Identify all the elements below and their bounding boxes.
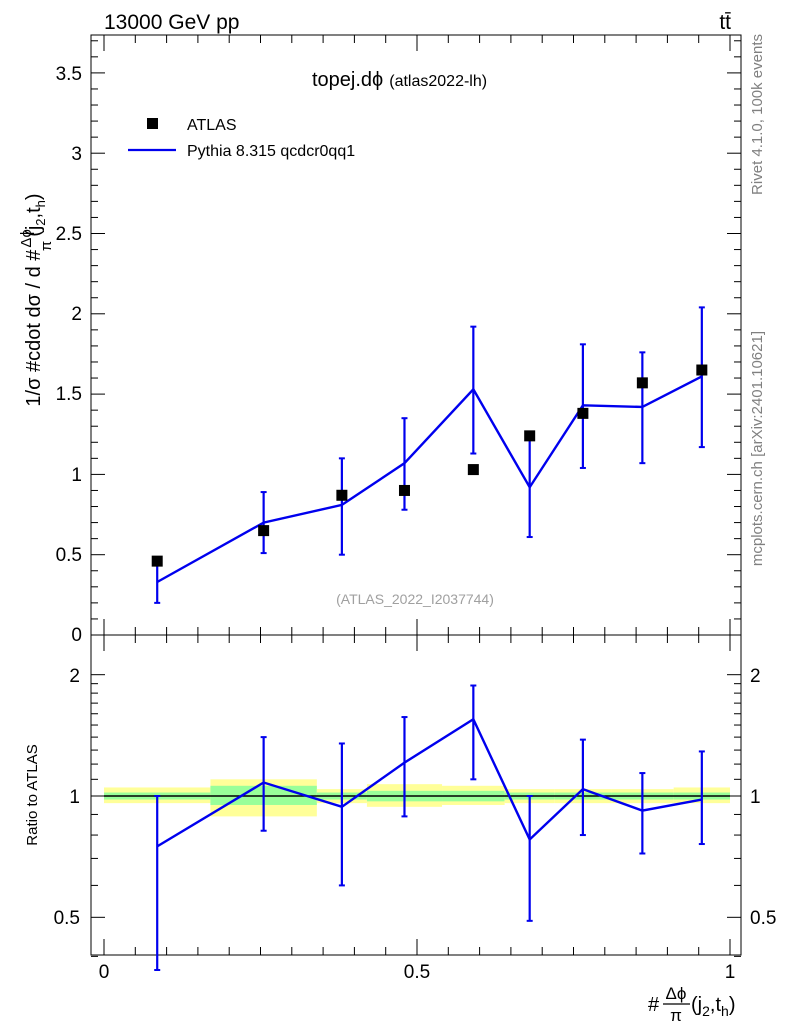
ratio-y-tick-label: 1 xyxy=(69,787,80,808)
y-tick-label: 2 xyxy=(71,304,82,325)
ratio-panel-frame xyxy=(90,634,742,956)
ratio-y-tick-labels: 0.5 1 2 0.5 1 2 xyxy=(54,666,777,929)
xlabel-sub1: 2 xyxy=(702,1003,710,1019)
xlabel-mid: ,t xyxy=(710,994,722,1016)
y-tick-label: 0 xyxy=(71,625,82,646)
data-point xyxy=(336,489,348,501)
ylabel-sub2: h xyxy=(33,200,48,207)
data-point xyxy=(577,407,589,419)
xlabel-sub2: h xyxy=(721,1003,729,1019)
ratio-mc-series xyxy=(154,684,705,972)
y-tick-label: 2.5 xyxy=(56,224,82,245)
xlabel-frac-den: π xyxy=(670,1006,682,1024)
x-axis-label: # Δϕ π (j2,th) xyxy=(648,984,736,1024)
x-tick-label: 0.5 xyxy=(404,962,430,983)
x-tick-labels: 0 0.5 1 xyxy=(99,962,736,983)
mc-line xyxy=(156,375,703,584)
legend-data-label: ATLAS xyxy=(187,117,237,134)
data-point xyxy=(398,484,410,496)
main-mc-series xyxy=(154,306,705,604)
y-tick-label: 0.5 xyxy=(56,545,82,566)
data-point xyxy=(151,555,163,567)
ratio-y-tick-label-right: 1 xyxy=(750,787,761,808)
data-point xyxy=(524,430,536,442)
ylabel-mid: ,t xyxy=(23,207,45,219)
xlabel-frac-num: Δϕ xyxy=(666,984,687,1003)
legend-mc-label: Pythia 8.315 qcdcr0qq1 xyxy=(187,143,355,160)
ylabel-frac-num: Δϕ xyxy=(18,229,35,247)
x-axis xyxy=(103,35,731,955)
svg-text:topej.dϕ(atlas2022-lh): topej.dϕ (atlas2022-lh) xyxy=(312,69,487,91)
main-y-axis xyxy=(91,40,741,636)
x-tick-label: 0 xyxy=(99,962,110,983)
main-y-axis-label: 1/σ #cdot dσ / d # Δϕ π (j2,th) xyxy=(18,193,55,406)
mcplots-source-label: mcplots.cern.ch [arXiv:2401.10621] xyxy=(749,331,766,566)
ratio-uncertainty-bands xyxy=(104,779,730,817)
x-tick-label: 1 xyxy=(725,962,736,983)
energy-label: 13000 GeV pp xyxy=(104,11,239,34)
ylabel-close: ) xyxy=(23,193,45,200)
data-point xyxy=(696,364,708,376)
main-data-series xyxy=(151,364,708,567)
y-tick-label: 1 xyxy=(71,465,82,486)
ylabel-frac-den: π xyxy=(38,241,55,251)
ylabel-suffix: (j xyxy=(23,226,45,237)
y-tick-label: 3.5 xyxy=(56,64,82,85)
main-y-tick-labels: 0 0.5 1 1.5 2 2.5 3 3.5 xyxy=(56,64,82,646)
y-tick-label: 3 xyxy=(71,144,82,165)
ratio-y-tick-label: 0.5 xyxy=(54,908,80,929)
y-tick-label: 1.5 xyxy=(56,384,82,405)
xlabel-prefix: # xyxy=(648,994,660,1016)
plot-title: topej.dϕ xyxy=(312,69,383,91)
legend: ATLAS Pythia 8.315 qcdcr0qq1 xyxy=(128,117,355,160)
ratio-y-axis-label: Ratio to ATLAS xyxy=(24,744,41,845)
rivet-version-label: Rivet 4.1.0, 100k events xyxy=(749,34,766,195)
ratio-y-tick-label-right: 0.5 xyxy=(750,908,776,929)
ratio-y-axis xyxy=(91,674,741,957)
plot-subtitle: (atlas2022-lh) xyxy=(389,73,487,90)
xlabel-close: ) xyxy=(729,994,736,1016)
xlabel-suffix: (j xyxy=(691,994,702,1016)
data-point xyxy=(258,525,270,537)
process-label: tt̄ xyxy=(719,11,731,34)
ylabel-sub1: 2 xyxy=(33,218,48,225)
svg-text:(j2,th): (j2,th) xyxy=(691,994,736,1019)
data-point xyxy=(467,464,479,476)
ylabel-prefix: 1/σ #cdot dσ / d # xyxy=(23,249,45,407)
data-point xyxy=(636,377,648,389)
ratio-y-tick-label: 2 xyxy=(69,666,80,687)
legend-data-marker xyxy=(147,118,158,129)
ratio-y-tick-label-right: 2 xyxy=(750,666,761,687)
analysis-id-label: (ATLAS_2022_I2037744) xyxy=(336,591,494,607)
svg-text:1/σ #cdot dσ / d #Δϕπ(j2,th): 1/σ #cdot dσ / d # Δϕ π (j2,th) xyxy=(18,193,55,406)
